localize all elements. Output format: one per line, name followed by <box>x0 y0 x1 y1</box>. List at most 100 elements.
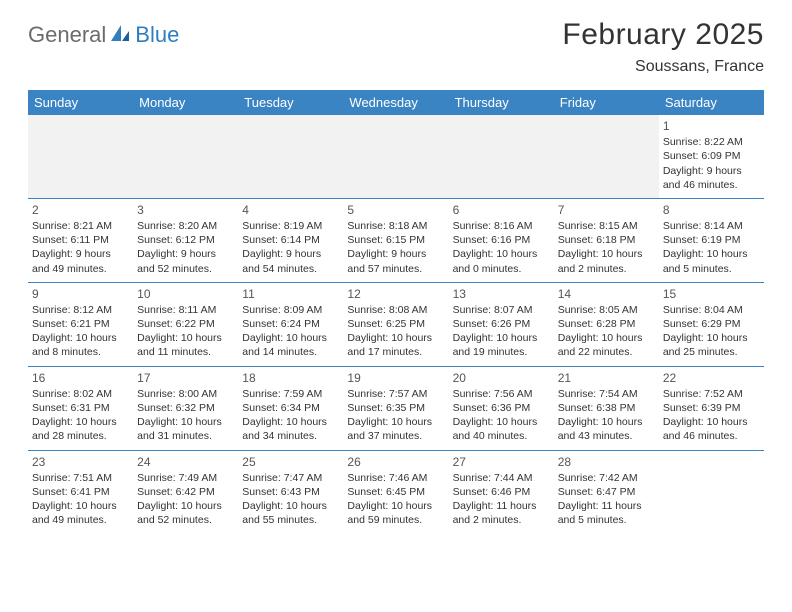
day-sunset: Sunset: 6:19 PM <box>663 233 760 247</box>
day-sunset: Sunset: 6:29 PM <box>663 317 760 331</box>
day-sunrise: Sunrise: 8:22 AM <box>663 135 760 149</box>
day-daylight: Daylight: 9 hours and 49 minutes. <box>32 247 129 275</box>
day-number: 1 <box>663 118 760 134</box>
calendar-day-cell: 6Sunrise: 8:16 AMSunset: 6:16 PMDaylight… <box>449 198 554 282</box>
day-daylight: Daylight: 10 hours and 14 minutes. <box>242 331 339 359</box>
day-sunrise: Sunrise: 8:19 AM <box>242 219 339 233</box>
day-daylight: Daylight: 10 hours and 46 minutes. <box>663 415 760 443</box>
day-sunset: Sunset: 6:45 PM <box>347 485 444 499</box>
calendar-day-cell <box>659 450 764 533</box>
logo-text-blue: Blue <box>135 22 179 48</box>
calendar-day-cell: 26Sunrise: 7:46 AMSunset: 6:45 PMDayligh… <box>343 450 448 533</box>
day-number: 14 <box>558 286 655 302</box>
calendar-day-cell <box>449 115 554 198</box>
day-sunset: Sunset: 6:26 PM <box>453 317 550 331</box>
day-sunset: Sunset: 6:47 PM <box>558 485 655 499</box>
calendar-day-cell: 18Sunrise: 7:59 AMSunset: 6:34 PMDayligh… <box>238 366 343 450</box>
day-daylight: Daylight: 10 hours and 5 minutes. <box>663 247 760 275</box>
day-number: 25 <box>242 454 339 470</box>
day-sunrise: Sunrise: 7:44 AM <box>453 471 550 485</box>
day-sunrise: Sunrise: 8:07 AM <box>453 303 550 317</box>
day-daylight: Daylight: 10 hours and 25 minutes. <box>663 331 760 359</box>
calendar-day-cell: 22Sunrise: 7:52 AMSunset: 6:39 PMDayligh… <box>659 366 764 450</box>
calendar-day-cell: 24Sunrise: 7:49 AMSunset: 6:42 PMDayligh… <box>133 450 238 533</box>
calendar-header-cell: Friday <box>554 90 659 115</box>
calendar-day-cell: 13Sunrise: 8:07 AMSunset: 6:26 PMDayligh… <box>449 282 554 366</box>
day-daylight: Daylight: 10 hours and 2 minutes. <box>558 247 655 275</box>
day-sunrise: Sunrise: 8:02 AM <box>32 387 129 401</box>
day-sunset: Sunset: 6:38 PM <box>558 401 655 415</box>
calendar-day-cell: 21Sunrise: 7:54 AMSunset: 6:38 PMDayligh… <box>554 366 659 450</box>
day-sunrise: Sunrise: 8:00 AM <box>137 387 234 401</box>
day-number: 21 <box>558 370 655 386</box>
day-sunset: Sunset: 6:36 PM <box>453 401 550 415</box>
day-sunrise: Sunrise: 8:14 AM <box>663 219 760 233</box>
day-daylight: Daylight: 10 hours and 22 minutes. <box>558 331 655 359</box>
day-sunset: Sunset: 6:46 PM <box>453 485 550 499</box>
day-sunrise: Sunrise: 7:56 AM <box>453 387 550 401</box>
day-sunset: Sunset: 6:15 PM <box>347 233 444 247</box>
day-daylight: Daylight: 9 hours and 52 minutes. <box>137 247 234 275</box>
day-sunrise: Sunrise: 8:12 AM <box>32 303 129 317</box>
day-daylight: Daylight: 10 hours and 40 minutes. <box>453 415 550 443</box>
day-daylight: Daylight: 10 hours and 55 minutes. <box>242 499 339 527</box>
calendar-day-cell: 11Sunrise: 8:09 AMSunset: 6:24 PMDayligh… <box>238 282 343 366</box>
day-number: 5 <box>347 202 444 218</box>
day-number: 15 <box>663 286 760 302</box>
day-sunrise: Sunrise: 7:57 AM <box>347 387 444 401</box>
day-daylight: Daylight: 10 hours and 11 minutes. <box>137 331 234 359</box>
day-sunset: Sunset: 6:14 PM <box>242 233 339 247</box>
day-sunrise: Sunrise: 7:46 AM <box>347 471 444 485</box>
day-sunset: Sunset: 6:39 PM <box>663 401 760 415</box>
calendar-week-row: 16Sunrise: 8:02 AMSunset: 6:31 PMDayligh… <box>28 366 764 450</box>
day-sunset: Sunset: 6:25 PM <box>347 317 444 331</box>
day-sunrise: Sunrise: 7:51 AM <box>32 471 129 485</box>
day-sunrise: Sunrise: 8:21 AM <box>32 219 129 233</box>
day-number: 7 <box>558 202 655 218</box>
day-sunrise: Sunrise: 8:20 AM <box>137 219 234 233</box>
logo: General Blue <box>28 22 179 48</box>
calendar-header-cell: Sunday <box>28 90 133 115</box>
day-sunrise: Sunrise: 8:08 AM <box>347 303 444 317</box>
day-daylight: Daylight: 10 hours and 31 minutes. <box>137 415 234 443</box>
day-sunset: Sunset: 6:31 PM <box>32 401 129 415</box>
calendar-week-row: 9Sunrise: 8:12 AMSunset: 6:21 PMDaylight… <box>28 282 764 366</box>
day-sunrise: Sunrise: 8:09 AM <box>242 303 339 317</box>
calendar-header-cell: Tuesday <box>238 90 343 115</box>
day-sunrise: Sunrise: 7:49 AM <box>137 471 234 485</box>
day-sunset: Sunset: 6:35 PM <box>347 401 444 415</box>
page-title: February 2025 <box>562 18 764 52</box>
day-daylight: Daylight: 10 hours and 8 minutes. <box>32 331 129 359</box>
day-number: 16 <box>32 370 129 386</box>
day-number: 4 <box>242 202 339 218</box>
day-number: 10 <box>137 286 234 302</box>
calendar-day-cell: 3Sunrise: 8:20 AMSunset: 6:12 PMDaylight… <box>133 198 238 282</box>
day-daylight: Daylight: 10 hours and 43 minutes. <box>558 415 655 443</box>
day-sunrise: Sunrise: 7:42 AM <box>558 471 655 485</box>
calendar-day-cell: 5Sunrise: 8:18 AMSunset: 6:15 PMDaylight… <box>343 198 448 282</box>
calendar-week-row: 1Sunrise: 8:22 AMSunset: 6:09 PMDaylight… <box>28 115 764 198</box>
calendar-header-cell: Monday <box>133 90 238 115</box>
day-sunset: Sunset: 6:42 PM <box>137 485 234 499</box>
calendar-day-cell: 8Sunrise: 8:14 AMSunset: 6:19 PMDaylight… <box>659 198 764 282</box>
day-sunrise: Sunrise: 8:18 AM <box>347 219 444 233</box>
logo-text-general: General <box>28 22 106 48</box>
day-sunset: Sunset: 6:16 PM <box>453 233 550 247</box>
day-daylight: Daylight: 10 hours and 28 minutes. <box>32 415 129 443</box>
day-number: 13 <box>453 286 550 302</box>
day-number: 19 <box>347 370 444 386</box>
day-sunset: Sunset: 6:43 PM <box>242 485 339 499</box>
calendar-day-cell <box>343 115 448 198</box>
day-daylight: Daylight: 11 hours and 2 minutes. <box>453 499 550 527</box>
calendar-day-cell: 16Sunrise: 8:02 AMSunset: 6:31 PMDayligh… <box>28 366 133 450</box>
calendar-header-cell: Thursday <box>449 90 554 115</box>
day-number: 2 <box>32 202 129 218</box>
day-daylight: Daylight: 11 hours and 5 minutes. <box>558 499 655 527</box>
calendar-day-cell <box>28 115 133 198</box>
day-number: 28 <box>558 454 655 470</box>
day-sunrise: Sunrise: 8:11 AM <box>137 303 234 317</box>
calendar-day-cell: 7Sunrise: 8:15 AMSunset: 6:18 PMDaylight… <box>554 198 659 282</box>
day-sunset: Sunset: 6:28 PM <box>558 317 655 331</box>
day-number: 9 <box>32 286 129 302</box>
day-sunset: Sunset: 6:34 PM <box>242 401 339 415</box>
